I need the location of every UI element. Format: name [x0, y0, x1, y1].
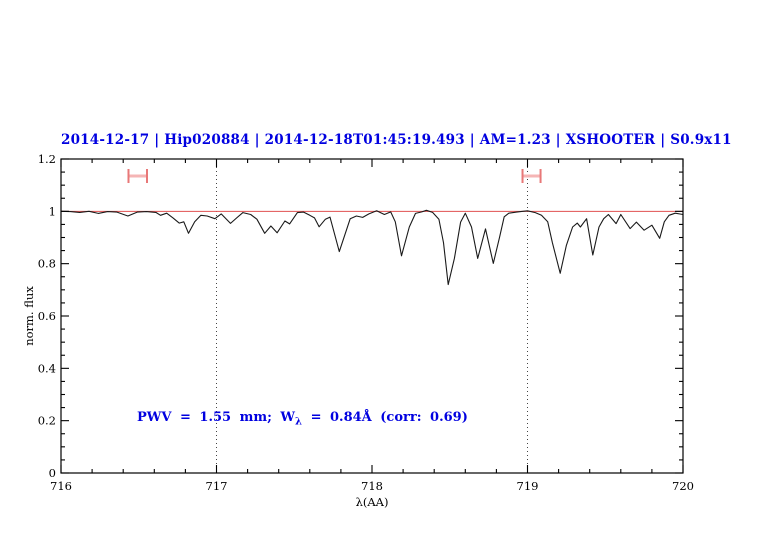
x-tick-label: 717 — [206, 479, 228, 493]
x-axis-label: λ(AA) — [355, 495, 389, 509]
y-tick-label: 0.2 — [38, 414, 56, 428]
y-tick-label: 0 — [49, 466, 56, 480]
x-tick-label: 716 — [50, 479, 72, 493]
lambda-subscript: λ — [295, 416, 303, 428]
y-tick-label: 1 — [49, 204, 56, 218]
spectrum-line — [60, 209, 684, 286]
y-tick-label: 0.6 — [38, 309, 56, 323]
pwv-annotation-text-2: = 0.84Å (corr: 0.69) — [302, 410, 468, 425]
x-tick-label: 719 — [517, 479, 539, 493]
y-tick-label: 1.2 — [38, 152, 56, 166]
x-tick-label: 718 — [361, 479, 383, 493]
pwv-annotation: PWV = 1.55 mm; Wλ = 0.84Å (corr: 0.69) — [137, 410, 468, 428]
y-tick-label: 0.8 — [38, 257, 56, 271]
pwv-annotation-text-1: PWV = 1.55 mm; W — [137, 410, 296, 425]
y-tick-label: 0.4 — [38, 361, 56, 375]
plot-title: 2014-12-17 | Hip020884 | 2014-12-18T01:4… — [61, 132, 732, 148]
x-tick-label: 720 — [672, 479, 694, 493]
